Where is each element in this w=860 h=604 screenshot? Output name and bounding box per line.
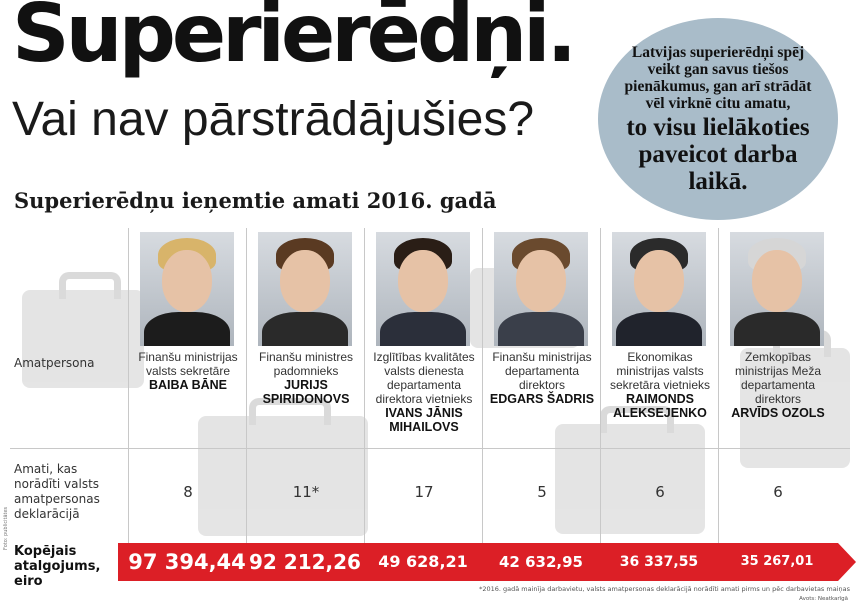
positions-count: 8 [183, 483, 193, 501]
total-salary: 35 267,01 [740, 554, 814, 569]
total-salary-bar [118, 543, 856, 581]
official-name: BAIBA BĀNE [148, 378, 227, 392]
official-position: Finanšu ministres padomnieks [258, 350, 354, 378]
positions-count: 17 [414, 483, 434, 501]
intro-bubble-emphasis: to visu lielākoties paveicot darba laikā… [626, 113, 810, 195]
total-salary: 42 632,95 [499, 553, 583, 571]
column-divider [482, 228, 483, 544]
official-info: Finanšu ministrijas departamenta direkto… [484, 350, 600, 406]
total-salary: 36 337,55 [619, 554, 699, 570]
official-info: Zemkopības ministrijas Meža departamenta… [720, 350, 836, 420]
page-subtitle: Vai nav pārstrādājušies? [12, 93, 535, 146]
official-name: RAIMONDS ALEKSEJENKO [613, 392, 707, 420]
positions-count: 11* [292, 483, 320, 501]
official-position: Ekonomikas ministrijas valsts sekretāra … [609, 350, 711, 392]
column-divider [128, 228, 129, 544]
total-salary: 97 394,44 [128, 550, 246, 574]
total-salary: 49 628,21 [378, 552, 468, 571]
official-photo [494, 232, 588, 346]
arrow-icon [838, 543, 856, 581]
row-label-positions: Amati, kas norādīti valsts amatpersonas … [14, 462, 100, 521]
column-divider [718, 228, 719, 544]
official-info: Izglītības kvalitātes valsts dienesta de… [366, 350, 482, 434]
source-credit: Avots: Neatkarīgā [799, 596, 848, 602]
row-label-official: Amatpersona [14, 356, 95, 370]
column-divider [246, 228, 247, 544]
official-photo [140, 232, 234, 346]
official-info: Finanšu ministres padomnieks JURIJS SPIR… [248, 350, 364, 406]
positions-count: 5 [537, 483, 547, 501]
briefcase-icon [22, 272, 144, 388]
photo-credit: Foto: publicitātes [3, 506, 9, 550]
positions-count: 6 [655, 483, 665, 501]
official-position: Finanšu ministrijas departamenta direkto… [492, 350, 592, 392]
official-position: Finanšu ministrijas valsts sekretāre [138, 350, 238, 378]
positions-count: 6 [773, 483, 783, 501]
briefcase-icon [555, 406, 705, 534]
page-title: Superierēdņi. [12, 0, 577, 80]
intro-bubble: Latvijas superierēdņi spēj veikt gan sav… [598, 18, 838, 220]
total-salary: 92 212,26 [249, 550, 361, 574]
official-photo [258, 232, 352, 346]
official-position: Izglītības kvalitātes valsts dienesta de… [373, 350, 475, 406]
official-photo [730, 232, 824, 346]
row-label-total: Kopējais atalgojums, eiro [14, 544, 101, 589]
official-photo [376, 232, 470, 346]
column-divider [364, 228, 365, 544]
official-name: ARVĪDS OZOLS [731, 406, 825, 420]
row-divider [10, 448, 850, 449]
official-info: Finanšu ministrijas valsts sekretāre BAI… [130, 350, 246, 392]
official-info: Ekonomikas ministrijas valsts sekretāra … [602, 350, 718, 420]
briefcase-icon [198, 398, 368, 536]
column-divider [600, 228, 601, 544]
footnote: *2016. gadā mainīja darbavietu, valsts a… [479, 585, 850, 593]
official-name: JURIJS SPIRIDONOVS [262, 378, 350, 406]
official-position: Zemkopības ministrijas Meža departamenta… [734, 350, 821, 406]
official-photo [612, 232, 706, 346]
official-name: EDGARS ŠADRIS [489, 392, 595, 406]
intro-bubble-text: Latvijas superierēdņi spēj veikt gan sav… [624, 43, 812, 112]
section-heading: Superierēdņu ieņemtie amati 2016. gadā [14, 188, 497, 213]
official-name: IVANS JĀNIS MIHAILOVS [385, 406, 463, 434]
